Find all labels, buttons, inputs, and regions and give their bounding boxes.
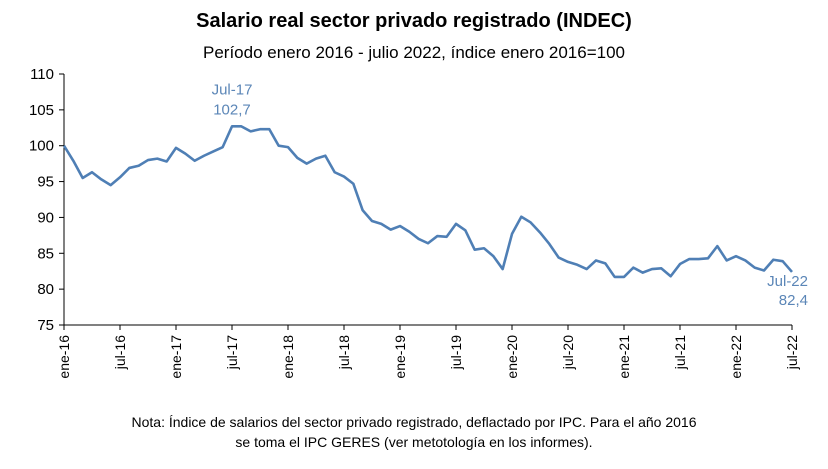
y-axis: 75 80 85 90 95 100 105 110 — [29, 66, 65, 334]
y-tick-label: 85 — [37, 245, 54, 262]
x-tick-label: ene-21 — [616, 335, 632, 379]
x-tick-label: ene-20 — [504, 335, 520, 379]
note-line-1: Nota: Índice de salarios del sector priv… — [131, 414, 697, 430]
x-tick-label: jul-16 — [112, 335, 128, 370]
y-tick-label: 105 — [29, 102, 54, 119]
annotations: Jul-17 102,7 Jul-22 82,4 — [212, 81, 808, 309]
annotation-value: 82,4 — [779, 292, 808, 309]
chart-subtitle: Período enero 2016 - julio 2022, índice … — [202, 43, 626, 62]
annotation-month: Jul-22 — [767, 273, 808, 290]
x-tick-label: jul-19 — [448, 335, 464, 370]
y-tick-label: 90 — [37, 209, 54, 226]
x-tick-label: jul-22 — [784, 335, 800, 370]
chart-title: Salario real sector privado registrado (… — [196, 10, 632, 32]
x-tick-label: jul-18 — [336, 335, 352, 370]
chart-note: Nota: Índice de salarios del sector priv… — [0, 412, 828, 452]
x-tick-label: ene-19 — [392, 335, 408, 379]
x-tick-label: ene-18 — [280, 335, 296, 379]
x-tick-label: ene-22 — [728, 335, 744, 379]
x-tick-label: jul-21 — [672, 335, 688, 370]
series-line — [62, 125, 793, 279]
x-tick-label: ene-17 — [168, 335, 184, 379]
x-axis: ene-16 jul-16 ene-17 jul-17 ene-18 jul-18 ene-… — [56, 324, 800, 379]
y-tick-label: 100 — [29, 138, 54, 155]
y-tick-label: 75 — [37, 317, 54, 334]
y-tick-label: 110 — [30, 66, 54, 83]
y-tick-label: 80 — [37, 281, 54, 298]
annotation-value: 102,7 — [213, 101, 251, 118]
x-tick-label: jul-20 — [560, 335, 576, 370]
y-tick-label: 95 — [37, 174, 54, 191]
annotation-month: Jul-17 — [212, 81, 253, 98]
note-line-2: se toma el IPC GERES (ver metotología en… — [235, 434, 593, 450]
x-tick-label: ene-16 — [56, 335, 72, 379]
x-tick-label: jul-17 — [224, 335, 240, 370]
series-lines — [62, 125, 793, 279]
